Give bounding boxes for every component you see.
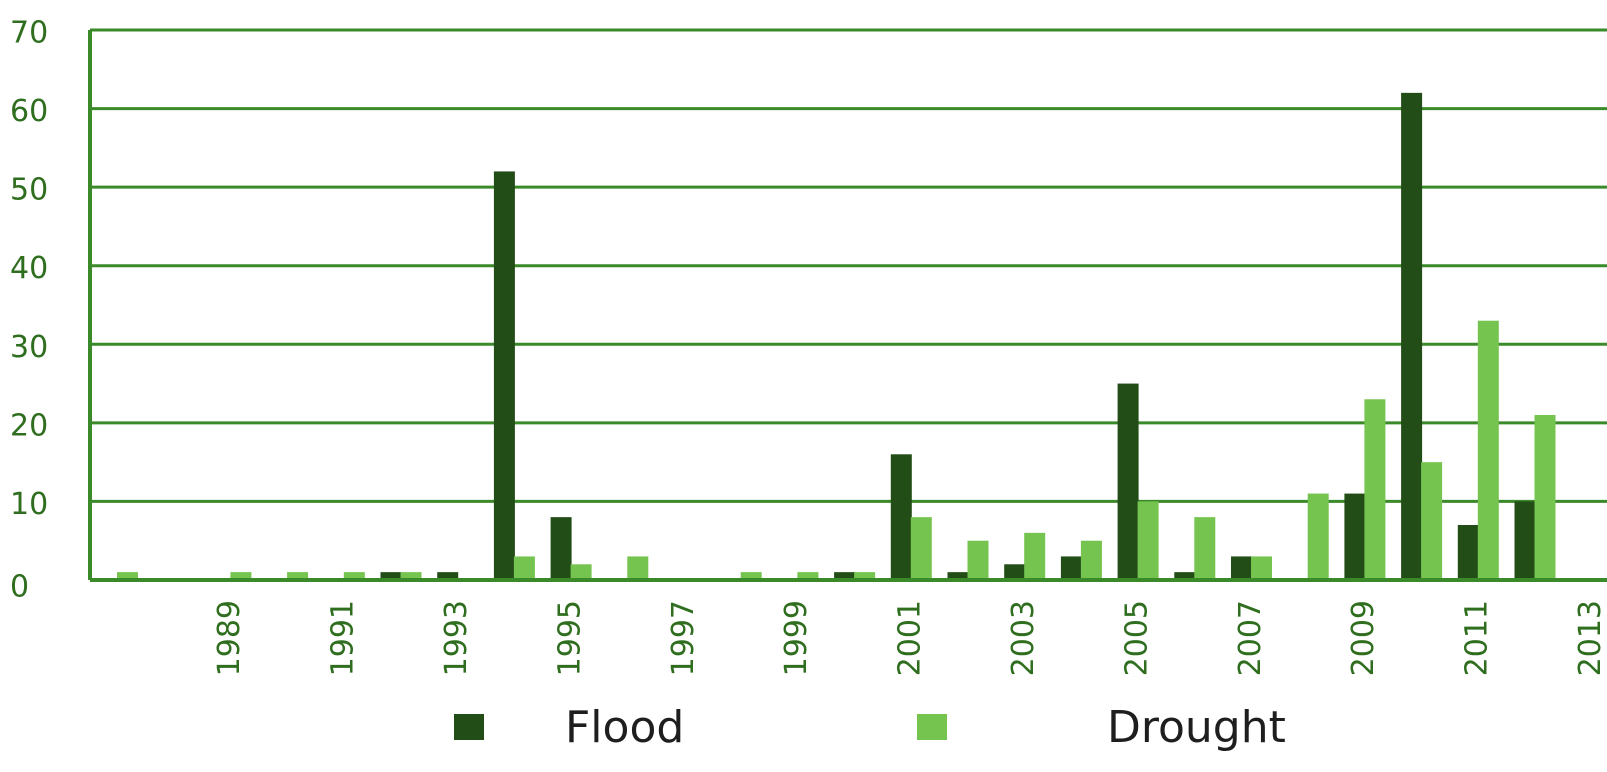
bar-drought-2003	[967, 540, 989, 580]
bar-flood-2004	[1004, 564, 1026, 580]
bar-drought-2004	[1024, 532, 1046, 580]
x-tick-label: 2013	[1573, 600, 1607, 676]
legend-label-flood: Flood	[565, 702, 684, 753]
bars	[117, 92, 1556, 580]
x-tick-label: 1989	[212, 600, 247, 676]
bar-drought-2009	[1307, 493, 1329, 580]
bar-flood-2007	[1174, 572, 1196, 580]
bar-flood-2003	[947, 572, 969, 580]
bar-flood-2001	[834, 572, 856, 580]
bar-flood-2008	[1231, 556, 1252, 580]
x-tick-label: 2009	[1346, 600, 1381, 676]
bar-flood-2005	[1060, 556, 1082, 580]
bar-drought-2013	[1534, 415, 1556, 580]
legend-swatch-drought	[917, 714, 947, 740]
x-tick-label: 1991	[326, 600, 361, 676]
legend-swatch-flood	[454, 714, 484, 740]
y-tick-label: 20	[10, 408, 48, 443]
bar-drought-2000	[797, 572, 819, 580]
bar-flood-2002	[890, 454, 912, 580]
bar-flood-1994	[437, 572, 459, 580]
x-tick-label: 2003	[1006, 600, 1041, 676]
y-tick-label: 70	[10, 16, 48, 51]
x-axis-tick-labels: 1989 1991 1993 1995 1997 1999 2001 2003 2005 2007…	[212, 600, 1607, 676]
bar-drought-2002	[910, 517, 932, 580]
bar-drought-2005	[1080, 540, 1102, 580]
bar-drought-1996	[570, 564, 592, 580]
bar-drought-2012	[1477, 320, 1499, 580]
axes	[88, 30, 1607, 582]
bar-drought-1991	[287, 572, 309, 580]
y-tick-label: 40	[10, 251, 48, 286]
y-tick-label: 0	[10, 570, 29, 605]
bar-drought-1992	[343, 572, 365, 580]
bar-flood-2011	[1401, 92, 1423, 580]
bar-drought-1990	[230, 572, 252, 580]
bar-flood-1996	[550, 517, 572, 580]
y-tick-label: 30	[10, 330, 48, 365]
x-tick-label: 2011	[1460, 600, 1495, 676]
bar-drought-1999	[740, 572, 762, 580]
legend-label-drought: Drought	[1107, 702, 1286, 753]
bar-flood-2013	[1514, 501, 1536, 580]
x-tick-label: 1993	[439, 600, 474, 676]
bar-drought-1993	[400, 572, 422, 580]
y-tick-label: 60	[10, 94, 48, 129]
bar-flood-2010	[1344, 493, 1366, 580]
x-tick-label: 2005	[1119, 600, 1154, 676]
bar-drought-2006	[1137, 501, 1159, 580]
bar-drought-2011	[1421, 462, 1443, 580]
x-tick-label: 1999	[779, 600, 814, 676]
y-axis-tick-labels: 0 10 20 30 40 50 60 70	[10, 16, 48, 605]
bar-drought-1997	[627, 556, 649, 580]
bar-drought-1995	[513, 556, 535, 580]
bar-drought-2008	[1251, 556, 1272, 580]
bar-flood-2012	[1457, 525, 1479, 580]
x-tick-label: 1995	[552, 600, 587, 676]
legend: Flood Drought	[454, 702, 1286, 753]
x-tick-label: 2001	[893, 600, 928, 676]
x-tick-label: 2007	[1233, 600, 1268, 676]
x-tick-label: 1997	[666, 600, 701, 676]
y-tick-label: 10	[10, 487, 48, 522]
gridlines	[90, 28, 1607, 582]
bar-drought-1988	[117, 572, 138, 580]
bar-flood-1993	[380, 572, 402, 580]
bar-flood-1995	[493, 171, 515, 580]
bar-flood-2006	[1117, 383, 1139, 580]
bar-drought-2007	[1194, 517, 1216, 580]
y-tick-label: 50	[10, 173, 48, 208]
bar-drought-2001	[854, 572, 876, 580]
bar-drought-2010	[1364, 399, 1386, 580]
